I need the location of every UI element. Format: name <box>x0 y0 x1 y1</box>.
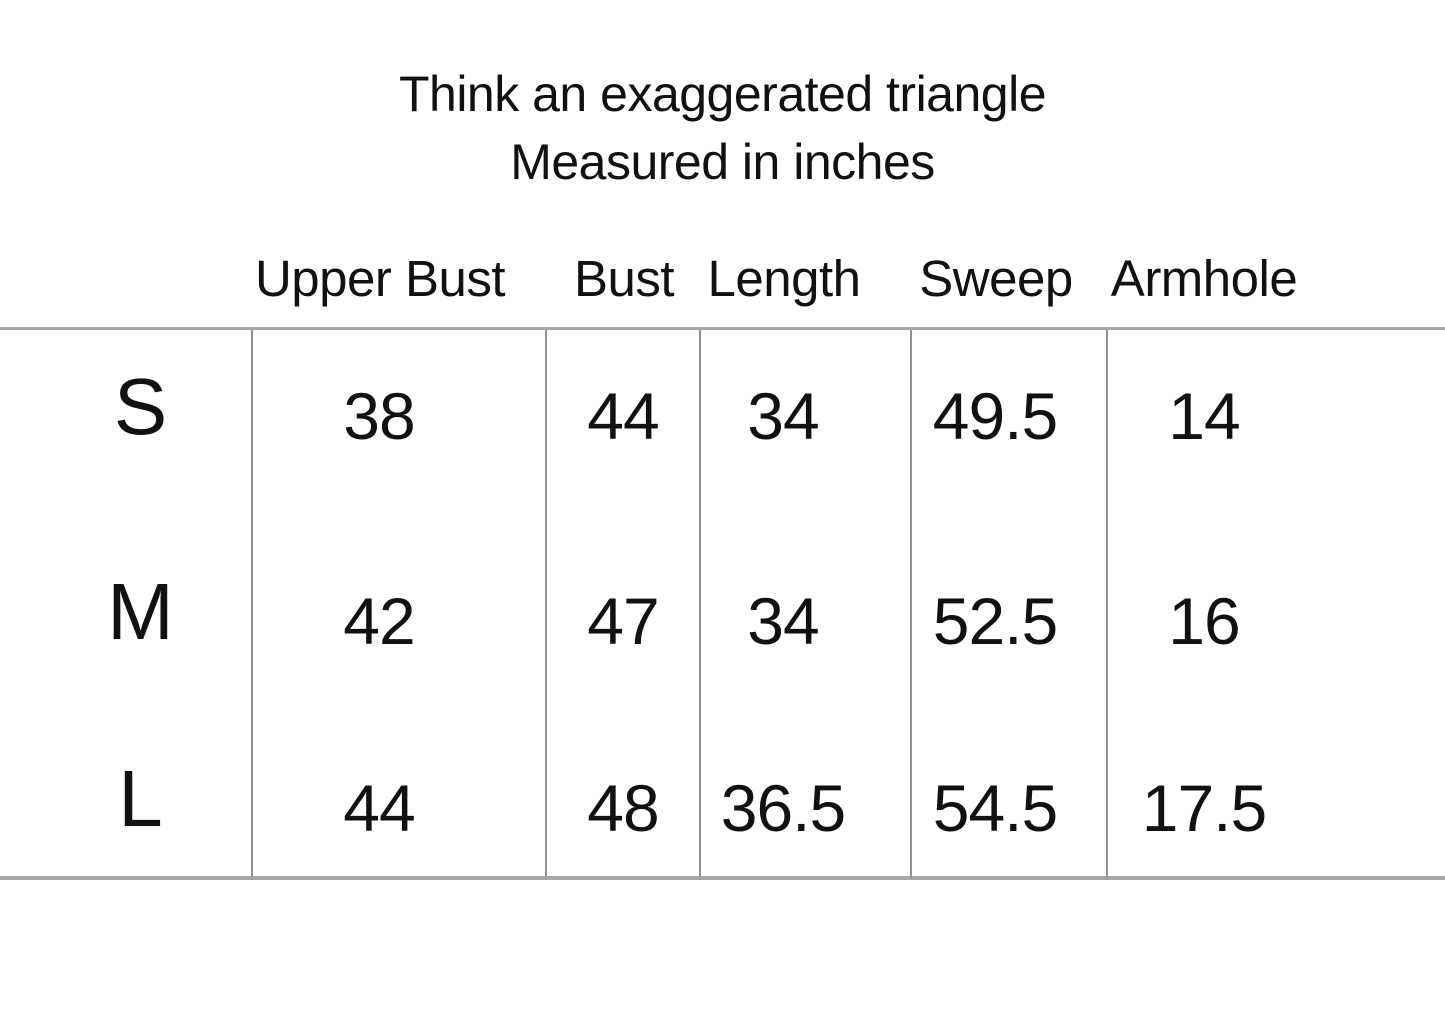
table-cell-s-armhole: 14 <box>1168 379 1240 453</box>
row-label-m: M <box>0 502 253 740</box>
column-header-armhole: Armhole <box>1108 230 1445 330</box>
table-cell-l-upper-bust: 44 <box>253 740 547 880</box>
table-corner-cell <box>0 230 253 330</box>
table-cell-m-length: 34 <box>701 502 912 740</box>
column-header-length: Length <box>701 230 912 330</box>
table-cell-m-upper-bust: 42 <box>253 502 547 740</box>
chart-title-line1: Think an exaggerated triangle <box>398 66 1047 122</box>
row-label-s: S <box>0 330 253 502</box>
column-header-bust: Bust <box>547 230 701 330</box>
row-label-l: L <box>0 740 253 880</box>
table-cell-l-length: 36.5 <box>701 740 912 880</box>
table-cell-s-upper-bust: 38 <box>253 330 547 502</box>
chart-title-line2: Measured in inches <box>510 134 935 190</box>
table-cell-l-armhole: 17.5 <box>1108 740 1445 880</box>
table-cell-m-bust: 47 <box>547 502 701 740</box>
table-cell-s-bust: 44 <box>547 330 701 502</box>
chart-title: Think an exaggerated triangle Measured i… <box>0 60 1445 196</box>
size-table: Upper Bust Bust Length Sweep Armhole S 3… <box>0 230 1445 880</box>
column-header-upper-bust: Upper Bust <box>253 230 547 330</box>
table-cell-l-sweep: 54.5 <box>912 740 1108 880</box>
table-cell-s-length: 34 <box>701 330 912 502</box>
table-cell-l-bust: 48 <box>547 740 701 880</box>
table-cell-m-sweep: 52.5 <box>912 502 1108 740</box>
table-cell-m-armhole: 16 <box>1168 584 1240 658</box>
column-header-sweep: Sweep <box>912 230 1108 330</box>
table-cell-s-sweep: 49.5 <box>912 330 1108 502</box>
